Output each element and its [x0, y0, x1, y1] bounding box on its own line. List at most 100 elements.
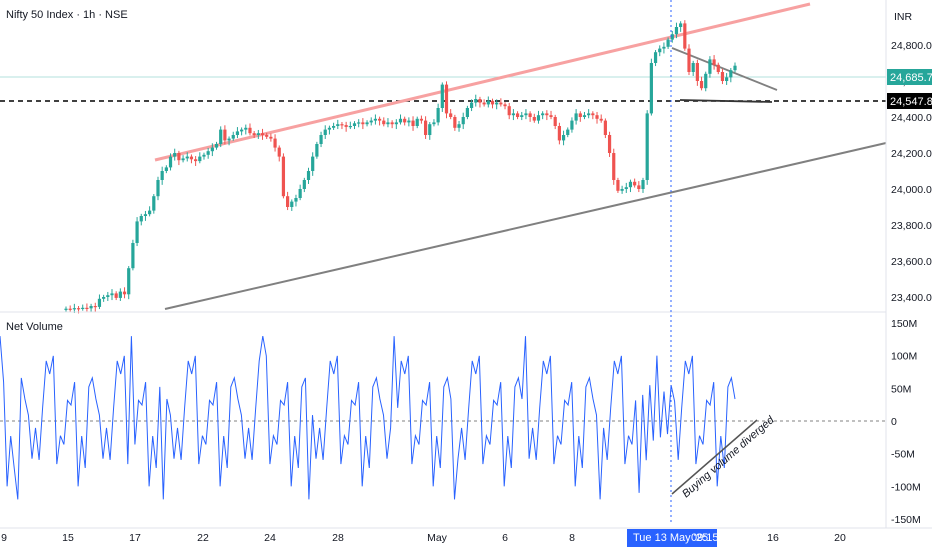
candle-body — [181, 158, 185, 161]
dashed-level-label: 24,547.80 — [890, 96, 932, 108]
candle-body — [76, 308, 81, 310]
candle-body — [486, 100, 490, 105]
candle-body — [127, 268, 131, 295]
lower-support-trendline[interactable] — [164, 142, 887, 310]
candle-body — [114, 293, 118, 298]
candle-body — [365, 122, 369, 125]
candle-body — [214, 144, 219, 148]
candle-body — [587, 113, 591, 116]
candle-body — [687, 48, 691, 72]
candle-body — [248, 127, 252, 134]
candle-body — [616, 180, 620, 191]
candle-body — [131, 243, 135, 269]
candle-body — [298, 189, 302, 198]
candle-body — [160, 171, 164, 180]
candle-body — [198, 156, 202, 162]
last-price-badge — [887, 69, 932, 85]
candle-body — [436, 108, 440, 123]
candle-body — [566, 129, 570, 135]
candle-body — [118, 291, 122, 298]
upper-trendline[interactable] — [154, 2, 811, 162]
time-tick-label: 17 — [129, 532, 141, 544]
candle-body — [620, 189, 624, 191]
candle-body — [570, 120, 574, 130]
candle-body — [449, 113, 453, 117]
price-tick-label: 24,800.00 — [891, 40, 932, 52]
candle-body — [189, 156, 194, 160]
price-tick-label: 24,400.00 — [891, 112, 932, 124]
candle-body — [653, 52, 658, 63]
price-tick-label: 24,200.00 — [891, 148, 932, 160]
candle-body — [231, 135, 235, 139]
candle-body — [156, 180, 160, 197]
candle-body — [520, 115, 524, 117]
candle-body — [223, 129, 227, 141]
candle-body — [645, 113, 649, 180]
candle-body — [541, 113, 545, 116]
candle-body — [369, 120, 373, 123]
candle-body — [423, 120, 428, 135]
wedge-lower-line[interactable] — [679, 99, 773, 103]
price-tick-label: 23,600.00 — [891, 256, 932, 268]
candle-body — [85, 307, 89, 309]
candle-body — [340, 124, 344, 126]
candle-body — [252, 133, 256, 135]
candle-body — [469, 102, 474, 108]
candle-body — [281, 156, 286, 197]
candle-body — [545, 113, 549, 116]
candles — [64, 20, 737, 314]
candle-body — [327, 127, 332, 130]
candle-body — [332, 126, 336, 128]
volume-axis[interactable]: 150M 100M 50M 0 -50M -100M -150M — [891, 318, 921, 526]
candle-body — [444, 84, 449, 114]
candle-body — [348, 126, 352, 128]
price-tick-label: 23,800.00 — [891, 220, 932, 232]
volume-tick-label: -100M — [891, 481, 921, 493]
candle-body — [352, 123, 357, 126]
candle-body — [102, 297, 106, 299]
currency-label[interactable]: INR — [894, 11, 913, 23]
candle-body — [336, 124, 340, 126]
candle-body — [574, 113, 578, 121]
candle-body — [599, 118, 603, 121]
volume-title[interactable]: Net Volume — [6, 321, 63, 333]
candle-body — [357, 122, 361, 124]
chart-title[interactable]: Nifty 50 Index · 1h · NSE — [6, 9, 128, 21]
candle-body — [81, 307, 85, 309]
time-tick-label: 22 — [197, 532, 209, 544]
candle-body — [457, 124, 461, 128]
candle-body — [415, 118, 419, 126]
candle-body — [235, 131, 240, 135]
candle-body — [377, 118, 382, 121]
candle-body — [716, 64, 720, 72]
time-tick-label: 28 — [332, 532, 344, 544]
candle-body — [398, 118, 403, 123]
candle-body — [143, 214, 148, 216]
candle-body — [428, 124, 432, 135]
candle-body — [97, 298, 102, 307]
candle-body — [591, 113, 595, 116]
candle-body — [185, 156, 189, 159]
candle-body — [93, 306, 97, 308]
candle-body — [110, 293, 114, 296]
volume-tick-label: 0 — [891, 416, 897, 428]
divergence-line[interactable] — [671, 419, 758, 495]
candle-body — [106, 295, 110, 297]
volume-tick-label: 100M — [891, 351, 917, 363]
candle-body — [482, 102, 486, 105]
candle-body — [227, 138, 231, 141]
volume-tick-label: -150M — [891, 514, 921, 526]
candle-body — [72, 308, 76, 310]
candle-body — [549, 115, 553, 117]
candle-body — [286, 196, 290, 207]
candle-body — [260, 133, 265, 135]
candle-body — [612, 153, 616, 180]
candle-body — [704, 73, 708, 89]
candle-body — [210, 147, 214, 152]
time-tick-label: 8 — [569, 532, 575, 544]
time-axis[interactable]: 9 15 17 22 24 28 May 6 8 16 20 — [1, 532, 846, 544]
candle-body — [315, 144, 319, 157]
candle-body — [89, 306, 93, 309]
